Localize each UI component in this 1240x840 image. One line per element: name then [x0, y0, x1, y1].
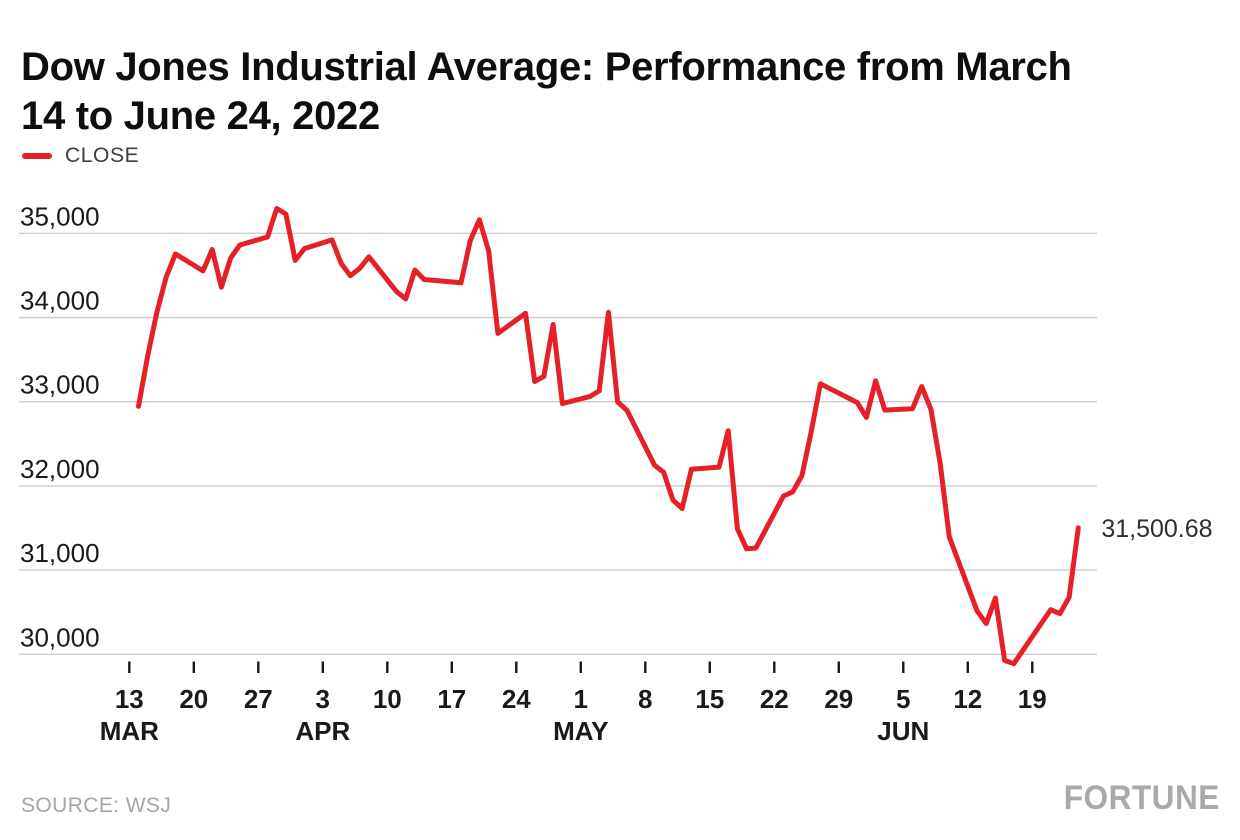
x-tick-label: 1	[574, 684, 588, 714]
page-title-line-1: Dow Jones Industrial Average: Performanc…	[21, 44, 1072, 89]
legend-line-swatch	[22, 153, 52, 159]
end-value-label: 31,500.68	[1101, 515, 1212, 543]
x-tick-label: 12	[953, 684, 982, 714]
y-tick-label: 34,000	[20, 286, 100, 316]
y-tick-label: 33,000	[20, 370, 100, 400]
x-tick-label: 22	[760, 684, 789, 714]
y-tick-label: 31,000	[20, 538, 100, 568]
fortune-logo: FORTUNE	[1063, 779, 1220, 817]
legend: CLOSE	[22, 144, 139, 168]
page-title: Dow Jones Industrial Average: Performanc…	[21, 43, 1221, 141]
close-price-line	[136, 206, 1081, 667]
y-tick-label: 35,000	[20, 201, 100, 231]
source-credit: SOURCE: WSJ	[21, 794, 172, 817]
x-tick-label: 20	[179, 684, 208, 714]
x-tick-label: 13	[115, 684, 144, 714]
x-tick-label: 10	[373, 684, 402, 714]
x-month-label: APR	[295, 716, 350, 746]
x-month-label: JUN	[877, 716, 929, 746]
x-tick-label: 29	[824, 684, 853, 714]
x-tick-label: 5	[896, 684, 910, 714]
x-month-label: MAR	[100, 716, 159, 746]
x-tick-label: 15	[695, 684, 724, 714]
x-tick-label: 17	[437, 684, 466, 714]
x-month-label: MAY	[553, 716, 608, 746]
x-tick-label: 24	[502, 684, 531, 714]
y-tick-label: 32,000	[20, 454, 100, 484]
x-tick-label: 27	[244, 684, 273, 714]
x-tick-label: 3	[316, 684, 330, 714]
x-tick-label: 8	[638, 684, 652, 714]
x-tick-label: 19	[1018, 684, 1047, 714]
y-tick-label: 30,000	[20, 622, 100, 652]
page-title-line-2: 14 to June 24, 2022	[21, 93, 380, 138]
legend-label: CLOSE	[65, 144, 140, 167]
